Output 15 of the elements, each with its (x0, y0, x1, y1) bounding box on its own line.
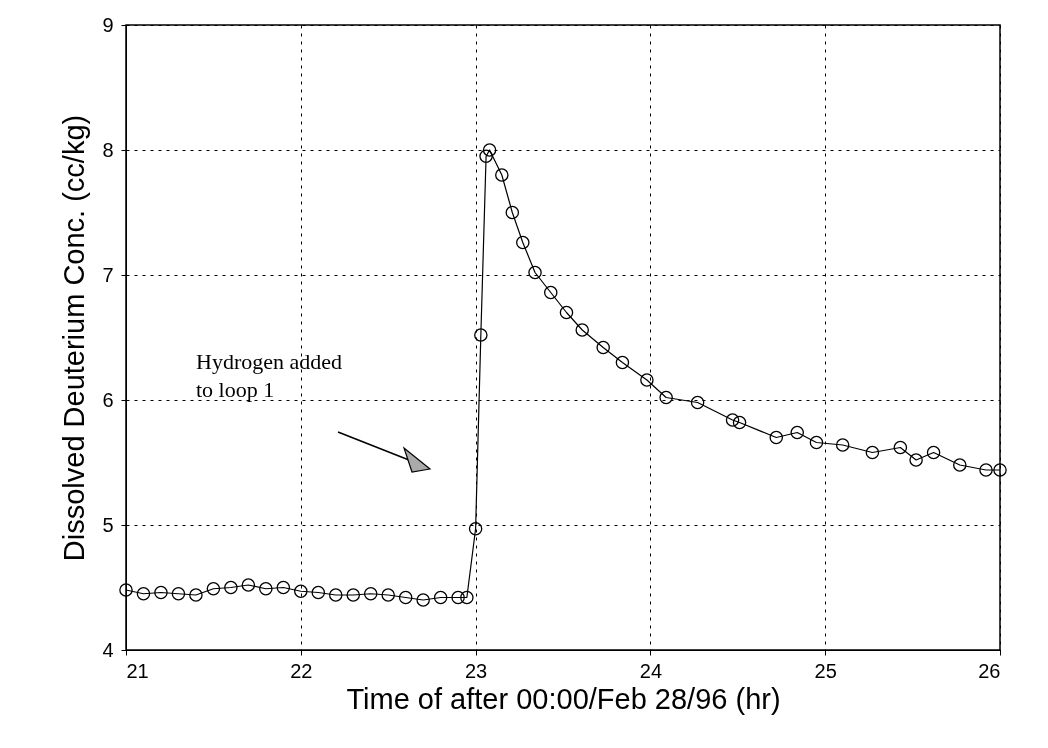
y-tick-label: 5 (102, 513, 114, 536)
x-tick-label: 23 (464, 659, 488, 682)
y-tick-label: 7 (102, 263, 114, 286)
y-tick-label: 6 (102, 388, 114, 411)
x-tick-label: 25 (814, 659, 837, 682)
x-tick-label: 26 (978, 659, 1001, 682)
annotation: Hydrogen added to loop 1 (196, 349, 343, 402)
x-axis-title: Time of after 00:00/Feb 28/96 (hr) (346, 682, 781, 715)
x-tick-label: 21 (126, 659, 149, 682)
y-tick-label: 9 (102, 13, 114, 36)
y-tick-label: 8 (102, 138, 114, 161)
y-tick-label: 4 (102, 638, 114, 661)
x-tick-label: 22 (290, 659, 313, 682)
y-axis-title: Dissolved Deuterium Conc. (cc/kg) (58, 114, 91, 562)
x-tick-label: 24 (639, 659, 663, 682)
